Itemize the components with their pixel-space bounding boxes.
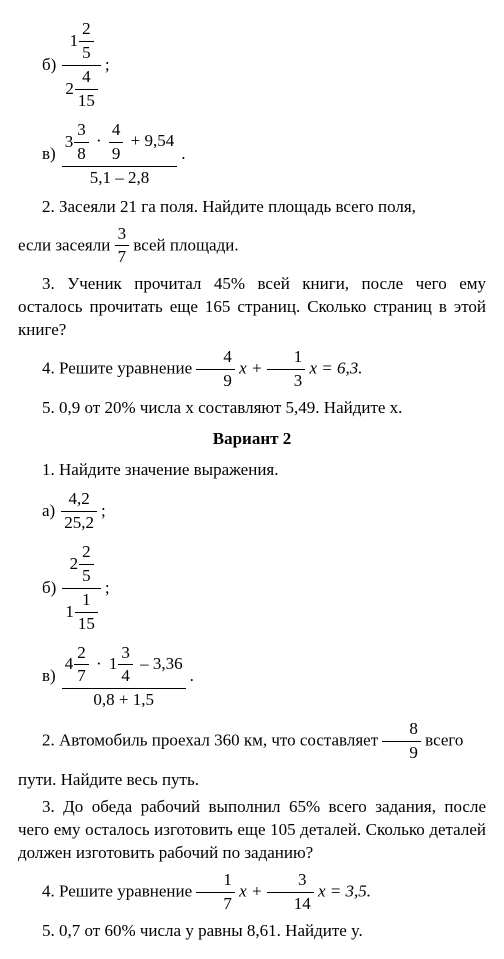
item-v-variant1: в) 338 · 49 + 9,54 5,1 – 2,8 . xyxy=(42,119,486,190)
v2-problem-2-line1: 2. Автомобиль проехал 360 км, что состав… xyxy=(18,718,486,765)
big-fraction-b: 125 2415 xyxy=(62,18,101,113)
item-b-variant2: б) 225 1115 ; xyxy=(42,541,486,636)
problem-2-line1: 2. Засеяли 21 га поля. Найдите площадь в… xyxy=(18,196,486,219)
problem-2-line2: если засеяли 37 всей площади. xyxy=(18,223,486,270)
label-v: в) xyxy=(42,143,56,166)
v2-problem-1: 1. Найдите значение выражения. xyxy=(18,459,486,482)
item-b-variant1: б) 125 2415 ; xyxy=(42,18,486,113)
problem-4: 4. Решите уравнение 49 x + 13 x = 6,3. xyxy=(18,346,486,393)
label-b: б) xyxy=(42,54,56,77)
variant-heading: Вариант 2 xyxy=(18,428,486,451)
v2-problem-3: 3. До обеда рабочий выполнил 65% всего з… xyxy=(18,796,486,865)
item-a-variant2: а) 4,225,2 ; xyxy=(42,488,486,535)
v2-problem-5: 5. 0,7 от 60% числа y равны 8,61. Найдит… xyxy=(18,920,486,943)
v2-problem-4: 4. Решите уравнение 17 x + 314 x = 3,5. xyxy=(18,869,486,916)
problem-3: 3. Ученик прочитал 45% всей книги, после… xyxy=(18,273,486,342)
big-fraction-v: 338 · 49 + 9,54 5,1 – 2,8 xyxy=(62,119,178,190)
v2-problem-2-line2: пути. Найдите весь путь. xyxy=(18,769,486,792)
item-v-variant2: в) 427 · 134 – 3,36 0,8 + 1,5 . xyxy=(42,642,486,713)
problem-5: 5. 0,9 от 20% числа x составляют 5,49. Н… xyxy=(18,397,486,420)
